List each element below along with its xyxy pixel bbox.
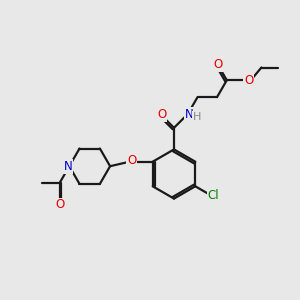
- Text: Cl: Cl: [208, 189, 219, 202]
- Text: O: O: [55, 199, 64, 212]
- Text: N: N: [63, 160, 72, 173]
- Text: O: O: [213, 58, 223, 71]
- Text: O: O: [127, 154, 136, 167]
- Text: N: N: [184, 107, 194, 121]
- Text: O: O: [244, 74, 253, 87]
- Text: H: H: [193, 112, 201, 122]
- Text: O: O: [157, 108, 167, 122]
